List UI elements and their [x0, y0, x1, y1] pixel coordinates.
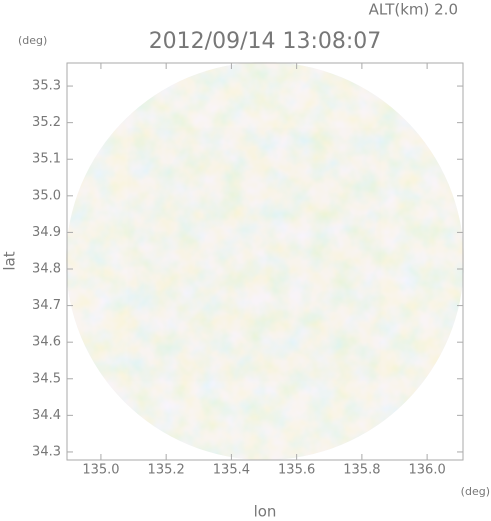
x-tick-label: 135.0 [82, 463, 119, 478]
y-tick-label: 34.7 [32, 298, 61, 313]
radar-field [66, 62, 464, 460]
y-tick-label: 35.2 [32, 115, 61, 130]
x-tick-label: 135.2 [148, 463, 185, 478]
y-tick-label: 34.6 [32, 335, 61, 350]
y-axis-label: lat [1, 251, 19, 270]
y-tick-label: 34.5 [32, 371, 61, 386]
plot-frame [66, 62, 464, 461]
y-unit: (deg) [18, 34, 47, 47]
chart-title: 2012/09/14 13:08:07 [149, 29, 382, 54]
y-tick-label: 34.8 [32, 262, 61, 277]
y-tick-label: 34.4 [32, 408, 61, 423]
x-tick-label: 135.4 [213, 463, 250, 478]
y-tick-label: 34.9 [32, 225, 61, 240]
x-axis-label: lon [254, 503, 277, 521]
altitude-label: ALT(km) 2.0 [369, 1, 458, 19]
x-unit: (deg) [461, 485, 490, 498]
x-tick-label: 135.8 [343, 463, 380, 478]
y-tick-label: 34.3 [32, 444, 61, 459]
x-tick-label: 135.6 [278, 463, 315, 478]
y-tick-label: 35.3 [32, 79, 61, 94]
x-tick-label: 136.0 [409, 463, 446, 478]
y-tick-label: 35.1 [32, 152, 61, 167]
y-tick-label: 35.0 [32, 188, 61, 203]
